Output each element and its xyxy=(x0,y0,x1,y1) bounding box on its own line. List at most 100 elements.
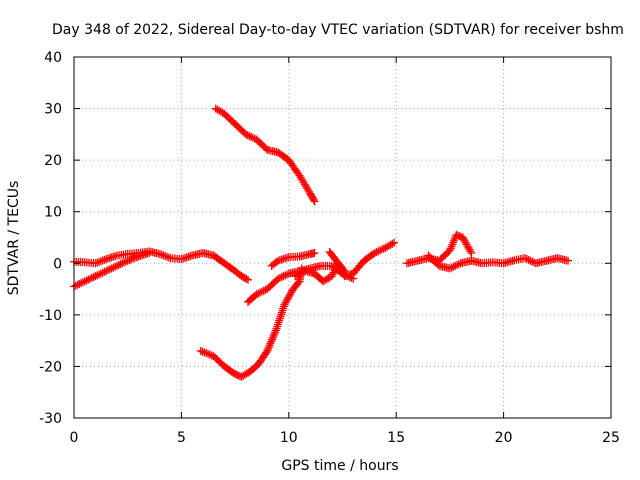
data-point xyxy=(283,270,292,279)
data-point xyxy=(204,349,213,358)
data-point xyxy=(163,252,172,261)
data-point xyxy=(107,264,116,273)
data-point xyxy=(462,240,471,249)
y-tick-label: 40 xyxy=(44,50,62,66)
data-point xyxy=(464,243,473,252)
data-point xyxy=(294,270,303,279)
data-point xyxy=(111,262,120,271)
data-point xyxy=(274,274,283,283)
data-point xyxy=(73,280,82,289)
data-point xyxy=(390,238,399,247)
data-point xyxy=(75,279,84,288)
data-point xyxy=(521,254,530,263)
data-point xyxy=(89,273,98,282)
data-point xyxy=(114,261,123,270)
data-point xyxy=(271,326,280,335)
data-point xyxy=(309,195,318,204)
data-point xyxy=(337,266,346,275)
data-point xyxy=(164,253,173,262)
data-point xyxy=(284,293,293,302)
chart-title: Day 348 of 2022, Sidereal Day-to-day VTE… xyxy=(52,22,624,38)
data-point xyxy=(270,330,279,339)
data-point xyxy=(273,322,282,331)
data-point xyxy=(285,291,294,300)
data-point xyxy=(376,246,385,255)
data-point xyxy=(96,269,105,278)
data-point xyxy=(98,256,107,265)
series-track-j xyxy=(424,251,573,273)
data-point xyxy=(287,288,296,297)
data-point xyxy=(564,256,573,265)
data-point xyxy=(294,278,303,287)
data-point xyxy=(121,257,130,266)
data-point xyxy=(78,278,87,287)
data-point xyxy=(335,261,344,270)
data-point xyxy=(118,259,127,268)
series-track-b xyxy=(70,247,252,284)
data-point xyxy=(372,248,381,257)
data-point xyxy=(286,290,295,299)
data-point xyxy=(120,258,129,267)
data-point xyxy=(296,269,305,278)
data-point xyxy=(261,144,270,153)
data-point xyxy=(271,328,280,337)
data-point xyxy=(448,240,457,249)
data-point xyxy=(157,250,166,259)
data-point xyxy=(467,248,476,257)
data-point xyxy=(291,272,300,281)
data-point xyxy=(80,277,89,286)
data-point xyxy=(282,297,291,306)
data-point xyxy=(388,239,397,248)
data-point xyxy=(377,245,386,254)
x-tick-label: 5 xyxy=(177,430,186,446)
data-point xyxy=(86,274,95,283)
data-point xyxy=(460,236,469,245)
data-point xyxy=(159,251,168,260)
data-point xyxy=(336,262,345,271)
data-point xyxy=(454,260,463,269)
data-point xyxy=(279,304,288,313)
data-point xyxy=(252,290,261,299)
data-point xyxy=(330,266,339,275)
data-point xyxy=(528,257,537,266)
series-track-c xyxy=(211,104,319,206)
data-point xyxy=(130,253,139,262)
x-tick-label: 0 xyxy=(70,430,79,446)
x-tick-label: 20 xyxy=(495,430,513,446)
data-point xyxy=(278,306,287,315)
data-point xyxy=(451,261,460,270)
data-point xyxy=(445,264,454,273)
data-point xyxy=(266,339,275,348)
data-point xyxy=(329,268,338,277)
data-point xyxy=(465,245,474,254)
data-point xyxy=(95,270,104,279)
data-point xyxy=(446,244,455,253)
data-point xyxy=(433,260,442,269)
data-point xyxy=(272,324,281,333)
data-point xyxy=(71,281,80,290)
data-point xyxy=(129,254,138,263)
x-tick-label: 25 xyxy=(602,430,620,446)
plot-frame xyxy=(73,56,612,419)
y-tick-label: -20 xyxy=(39,359,62,375)
data-point xyxy=(77,279,86,288)
y-tick-label: 10 xyxy=(44,205,62,221)
data-point xyxy=(205,350,214,359)
data-point xyxy=(463,242,472,251)
data-point xyxy=(310,197,319,206)
data-point xyxy=(87,273,96,282)
data-point xyxy=(104,266,113,275)
data-point xyxy=(272,257,281,266)
series-track-d xyxy=(196,264,306,381)
y-tick-label: 20 xyxy=(44,153,62,169)
data-point xyxy=(305,187,314,196)
data-point xyxy=(245,132,254,141)
data-point xyxy=(259,286,268,295)
data-point xyxy=(116,260,125,269)
data-point xyxy=(275,316,284,325)
data-point xyxy=(279,302,288,311)
data-point xyxy=(123,256,132,265)
data-point xyxy=(461,238,470,247)
data-point xyxy=(249,133,257,142)
axis-ticks: 0 5 10 15 20 25 -30 -20 -10 0 10 20 30 40 xyxy=(39,50,620,446)
